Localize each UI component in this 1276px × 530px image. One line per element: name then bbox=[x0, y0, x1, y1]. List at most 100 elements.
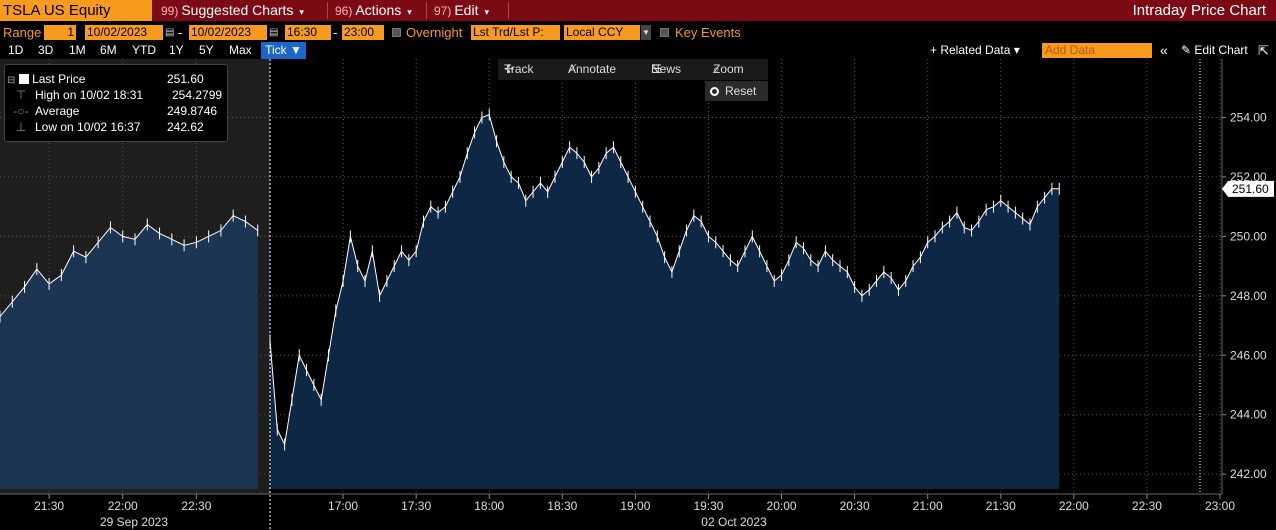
chevron-down-icon[interactable]: ▼ bbox=[641, 25, 651, 40]
legend-high-value: 254.2799 bbox=[172, 88, 223, 102]
price-field-select[interactable]: Lst Trd/Lst P: bbox=[471, 25, 560, 40]
minimize-icon[interactable]: ⊟ bbox=[7, 75, 16, 86]
start-date-field[interactable]: 10/02/2023 bbox=[85, 25, 163, 40]
edit-chart-button[interactable]: ✎ Edit Chart bbox=[1181, 42, 1248, 59]
x-tick-label: 21:00 bbox=[913, 499, 943, 513]
period-1d-button[interactable]: 1D bbox=[8, 43, 24, 57]
pencil-icon: ✎ bbox=[1181, 43, 1195, 57]
edit-label: Edit bbox=[454, 2, 479, 18]
edit-menu[interactable]: 97) Edit ▾ bbox=[434, 0, 489, 21]
period-1y-button[interactable]: 1Y bbox=[169, 43, 184, 57]
suggested-charts-number: 99) bbox=[161, 4, 179, 18]
low-marker-icon: ⊥ bbox=[15, 120, 27, 134]
window-title: Intraday Price Chart bbox=[1132, 2, 1266, 19]
period-6m-button[interactable]: 6M bbox=[100, 43, 117, 57]
chart-legend: ⊟ Last Price 251.60 ⊤ High on 10/02 18:31… bbox=[4, 64, 228, 142]
y-axis: 242.00 244.00 246.00 248.00 250.00 252.00 254.… bbox=[1222, 110, 1267, 481]
reset-zoom-button[interactable]: Reset bbox=[705, 81, 768, 101]
x-tick-label: 19:00 bbox=[620, 499, 650, 513]
zoom-label: Zoom bbox=[713, 62, 744, 76]
menu-divider bbox=[327, 2, 328, 19]
date-label-29-sep: 29 Sep 2023 bbox=[100, 515, 168, 529]
suggested-charts-label: Suggested Charts bbox=[181, 2, 294, 18]
legend-last-price-value: 251.60 bbox=[167, 72, 204, 86]
range-value-field[interactable]: 1 bbox=[44, 25, 76, 40]
overnight-checkbox[interactable] bbox=[392, 28, 401, 37]
session-price-ticks bbox=[269, 108, 1060, 451]
add-data-input[interactable]: Add Data bbox=[1042, 43, 1152, 58]
overnight-label: Overnight bbox=[406, 25, 463, 40]
legend-low: ⊥ Low on 10/02 16:37 bbox=[7, 119, 141, 135]
legend-average-value: 249.8746 bbox=[167, 104, 218, 118]
x-tick-label: 21:30 bbox=[34, 499, 64, 513]
date-separator: - bbox=[178, 25, 183, 40]
x-tick-label: 19:30 bbox=[693, 499, 723, 513]
suggested-charts-menu[interactable]: 99) Suggested Charts ▾ bbox=[161, 0, 304, 21]
x-tick-label: 20:30 bbox=[840, 499, 870, 513]
session-area bbox=[270, 114, 1060, 489]
x-tick-label: 22:30 bbox=[181, 499, 211, 513]
end-time-field[interactable]: 23:00 bbox=[342, 25, 384, 40]
last-price-tag-label: 251.60 bbox=[1232, 182, 1269, 196]
pencil-icon: ⟋ bbox=[568, 62, 577, 76]
legend-last-price: ⊟ Last Price bbox=[7, 71, 85, 87]
crosshair-icon: ✢ bbox=[504, 62, 515, 76]
collapse-icon[interactable]: « bbox=[1160, 42, 1168, 58]
calendar-icon[interactable]: ▤ bbox=[269, 27, 279, 38]
actions-menu[interactable]: 96) Actions ▾ bbox=[335, 0, 412, 21]
x-axis: 21:30 22:00 22:30 17:00 17:30 18:00 18:30 19:00… bbox=[34, 494, 1235, 513]
currency-select[interactable]: Local CCY bbox=[564, 25, 640, 40]
y-tick-label: 250.00 bbox=[1230, 229, 1267, 243]
y-tick-label: 244.00 bbox=[1230, 408, 1267, 422]
related-data-button[interactable]: + Related Data ▾ bbox=[930, 43, 1020, 57]
legend-low-value: 242.62 bbox=[167, 120, 204, 134]
chevron-down-icon: ▾ bbox=[484, 7, 489, 17]
tick-frequency-button[interactable]: Tick ▼ bbox=[261, 42, 306, 59]
prior-session-price-ticks bbox=[0, 209, 259, 323]
menu-divider bbox=[426, 2, 427, 19]
time-separator: - bbox=[333, 25, 338, 40]
period-3d-button[interactable]: 3D bbox=[38, 43, 54, 57]
last-price-tag-shape bbox=[1222, 180, 1274, 197]
y-tick-label: 246.00 bbox=[1230, 348, 1267, 362]
period-1m-button[interactable]: 1M bbox=[69, 43, 86, 57]
x-tick-label: 21:30 bbox=[986, 499, 1016, 513]
legend-last-price-label: Last Price bbox=[32, 72, 86, 86]
date-label-02-oct: 02 Oct 2023 bbox=[701, 515, 767, 529]
white-square-icon bbox=[18, 74, 29, 84]
calendar-icon[interactable]: ▤ bbox=[165, 27, 175, 38]
chevron-down-icon: ▾ bbox=[407, 7, 412, 17]
security-ticker-field[interactable]: TSLA US Equity bbox=[0, 0, 152, 21]
expand-icon[interactable]: ⇱ bbox=[1258, 43, 1269, 58]
range-toolbar: Range 1 10/02/2023 ▤ - 10/02/2023 ▤ 16:3… bbox=[0, 24, 1276, 42]
period-toolbar: 1D 3D 1M 6M YTD 1Y 5Y Max Tick ▼ + Relat… bbox=[0, 42, 1276, 59]
key-events-checkbox[interactable] bbox=[660, 28, 669, 37]
end-date-field[interactable]: 10/02/2023 bbox=[189, 25, 267, 40]
period-max-button[interactable]: Max bbox=[229, 43, 252, 57]
start-time-field[interactable]: 16:30 bbox=[285, 25, 331, 40]
x-tick-label: 22:30 bbox=[1132, 499, 1162, 513]
legend-high: ⊤ High on 10/02 18:31 bbox=[7, 87, 143, 103]
legend-high-label: High on 10/02 18:31 bbox=[35, 88, 144, 102]
reset-label: Reset bbox=[725, 84, 757, 98]
range-label: Range bbox=[3, 25, 42, 40]
x-tick-label: 22:00 bbox=[1059, 499, 1089, 513]
y-tick-label: 242.00 bbox=[1230, 467, 1267, 481]
news-icon: ☰ bbox=[651, 62, 662, 76]
track-label: Track bbox=[504, 62, 534, 76]
period-ytd-button[interactable]: YTD bbox=[132, 43, 156, 57]
radio-icon bbox=[710, 87, 719, 96]
x-tick-label: 18:30 bbox=[547, 499, 577, 513]
price-line bbox=[0, 214, 258, 317]
actions-number: 96) bbox=[335, 4, 353, 18]
period-5y-button[interactable]: 5Y bbox=[199, 43, 214, 57]
price-line bbox=[269, 113, 1060, 447]
top-menu-bar: TSLA US Equity 99) Suggested Charts ▾ 96) A… bbox=[0, 0, 1276, 21]
x-tick-label: 18:00 bbox=[474, 499, 504, 513]
legend-average-label: Average bbox=[35, 104, 80, 118]
legend-low-label: Low on 10/02 16:37 bbox=[35, 120, 141, 134]
average-marker-icon: -○- bbox=[13, 104, 29, 118]
chevron-down-icon: ▾ bbox=[299, 7, 304, 17]
x-tick-label: 17:30 bbox=[401, 499, 431, 513]
high-marker-icon: ⊤ bbox=[15, 88, 27, 102]
